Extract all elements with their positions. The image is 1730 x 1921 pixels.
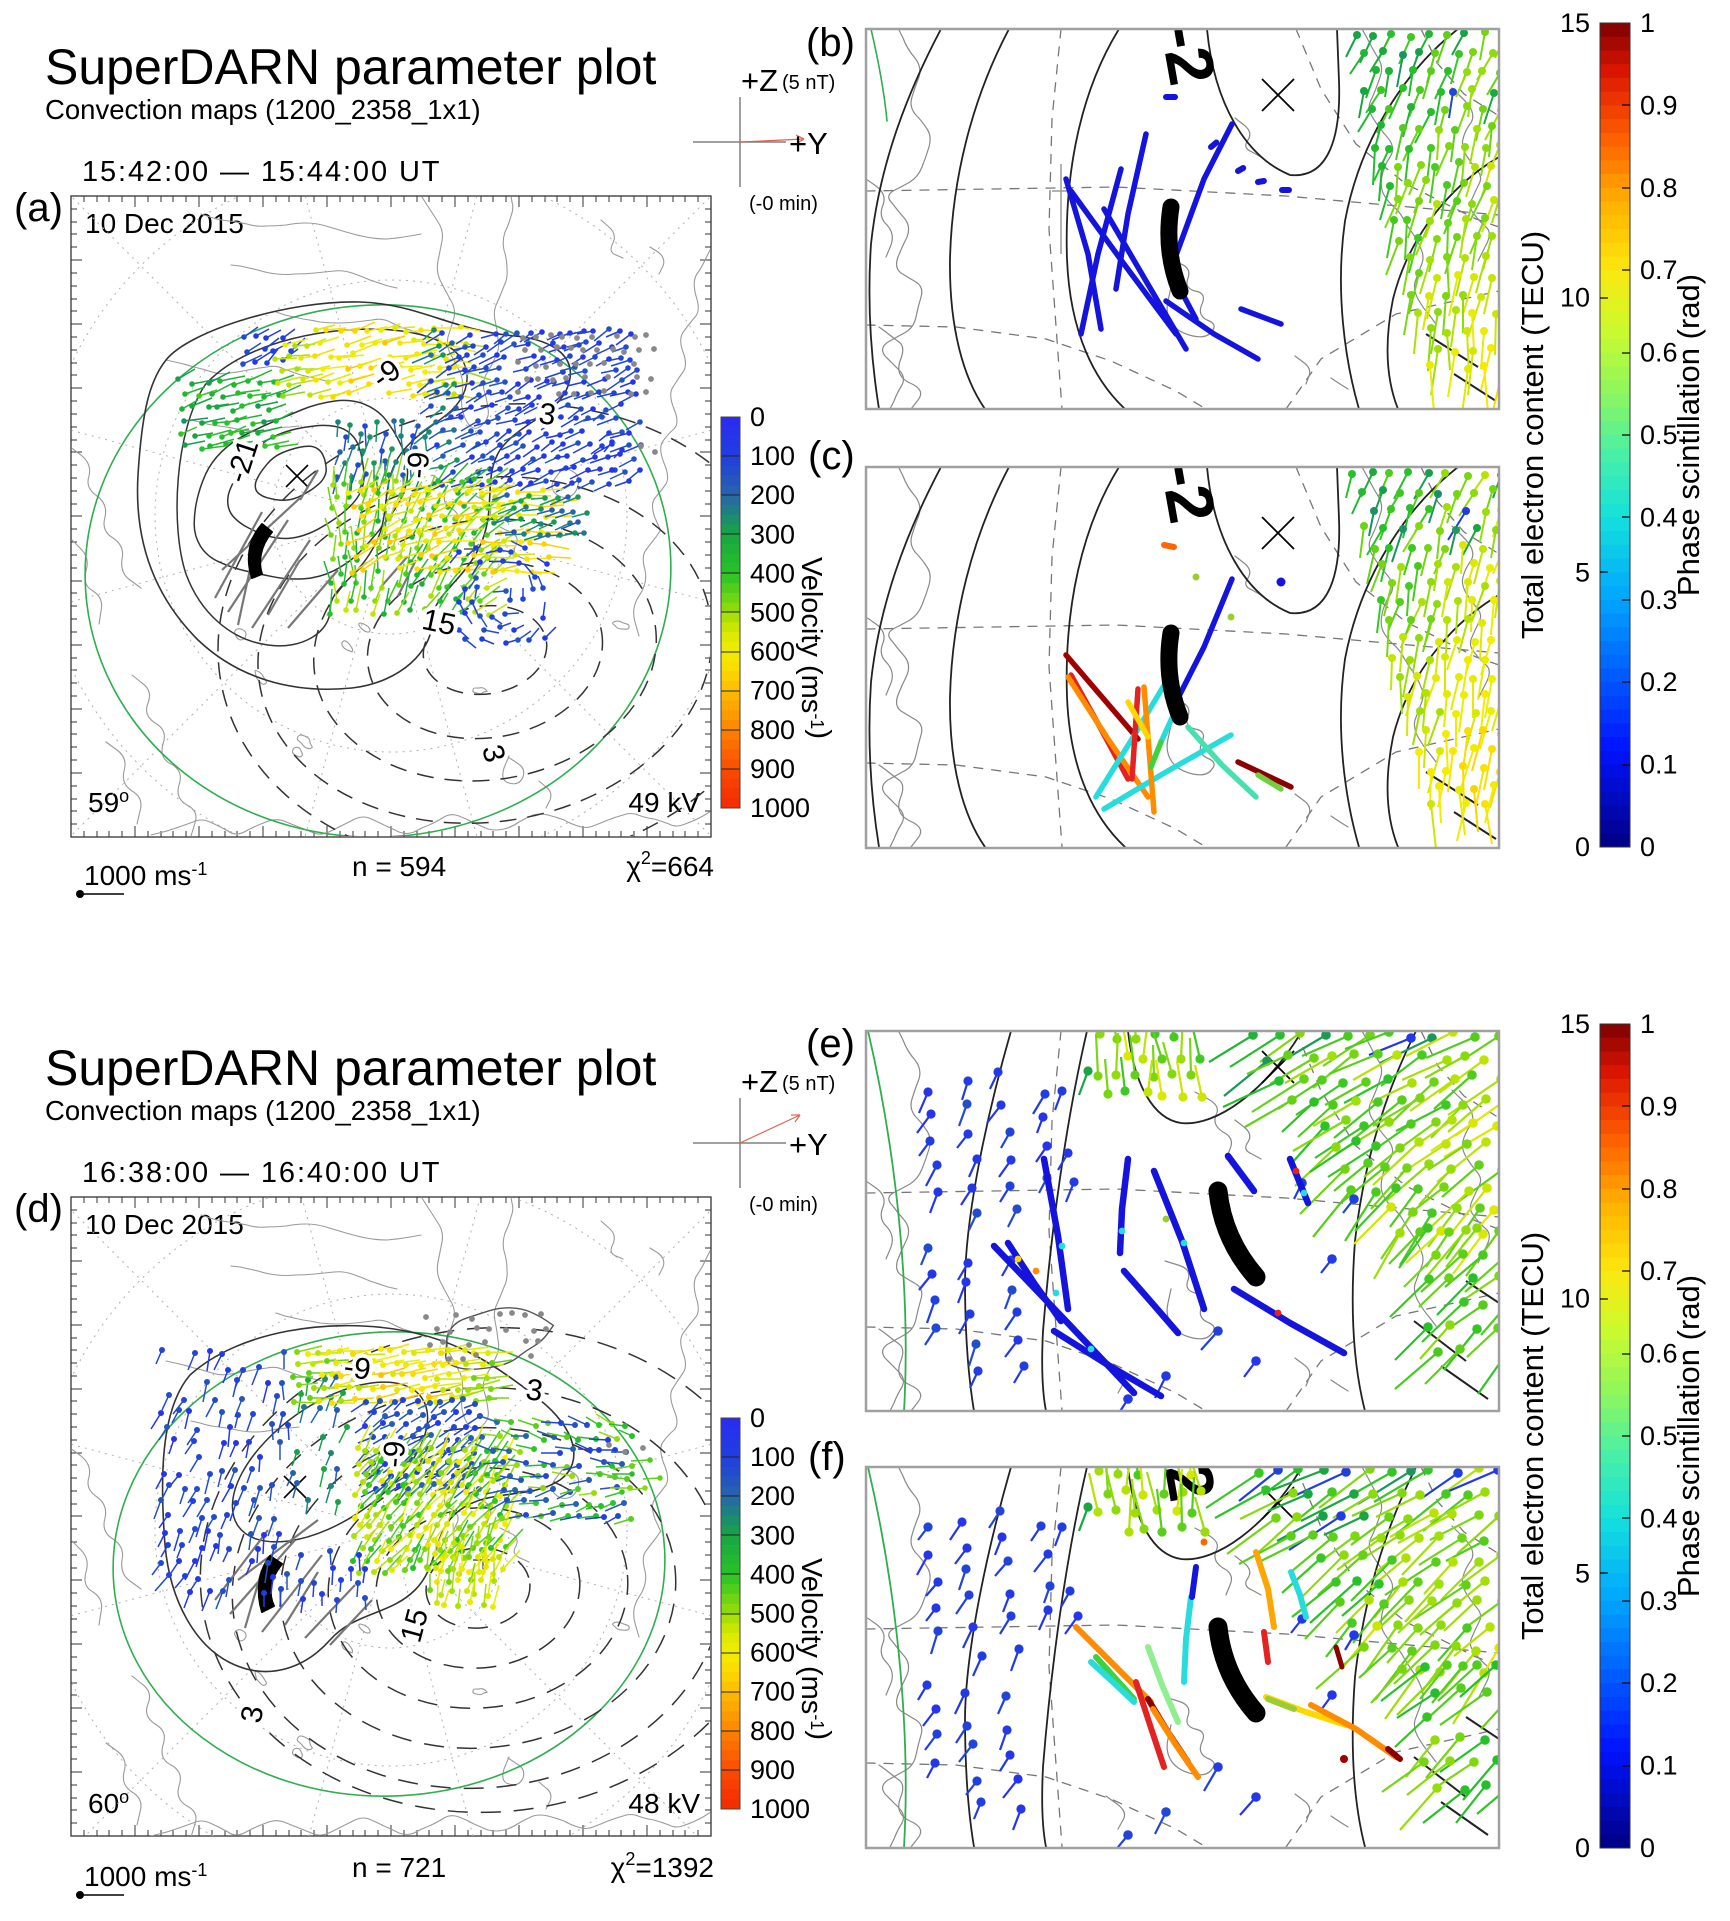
- svg-text:Phase scintillation (rad): Phase scintillation (rad): [1671, 1275, 1706, 1597]
- svg-text:n = 594: n = 594: [352, 851, 446, 882]
- svg-text:0: 0: [1640, 832, 1655, 862]
- svg-text:-9: -9: [377, 1439, 412, 1468]
- svg-text:Convection maps (1200_2358_1x1: Convection maps (1200_2358_1x1): [45, 94, 481, 125]
- svg-text:SuperDARN parameter plot: SuperDARN parameter plot: [45, 39, 656, 95]
- svg-text:15: 15: [1560, 1009, 1590, 1039]
- svg-text:1000: 1000: [750, 1794, 810, 1824]
- svg-text:5: 5: [1575, 1558, 1590, 1588]
- svg-text:Total electron content (TECU): Total electron content (TECU): [1515, 231, 1550, 639]
- svg-text:n = 721: n = 721: [352, 1852, 446, 1883]
- svg-text:-9: -9: [342, 1350, 373, 1386]
- svg-text:15: 15: [419, 603, 459, 642]
- svg-text:10: 10: [1560, 1284, 1590, 1314]
- svg-text:(-0 min): (-0 min): [749, 193, 818, 215]
- svg-text:0: 0: [1575, 832, 1590, 862]
- svg-text:Phase scintillation (rad): Phase scintillation (rad): [1671, 274, 1706, 596]
- svg-text:0.6: 0.6: [1640, 1339, 1678, 1369]
- svg-text:0: 0: [750, 1403, 765, 1433]
- svg-text:0.4: 0.4: [1640, 502, 1678, 532]
- svg-text:100: 100: [750, 441, 795, 471]
- svg-text:500: 500: [750, 598, 795, 628]
- svg-text:(d): (d): [14, 1187, 63, 1231]
- svg-text:10 Dec 2015: 10 Dec 2015: [85, 208, 244, 239]
- svg-text:0.4: 0.4: [1640, 1503, 1678, 1533]
- svg-text:0: 0: [1640, 1833, 1655, 1863]
- svg-text:10 Dec 2015: 10 Dec 2015: [85, 1209, 244, 1240]
- svg-text:0.1: 0.1: [1640, 750, 1678, 780]
- svg-text:SuperDARN parameter plot: SuperDARN parameter plot: [45, 1040, 656, 1096]
- svg-text:900: 900: [750, 754, 795, 784]
- svg-text:0.8: 0.8: [1640, 1174, 1678, 1204]
- svg-text:16:38:00 — 16:40:00 UT: 16:38:00 — 16:40:00 UT: [82, 1157, 441, 1189]
- svg-text:χ2=664: χ2=664: [626, 848, 714, 882]
- svg-text:+Z: +Z: [741, 63, 778, 98]
- svg-text:+Y: +Y: [789, 126, 828, 161]
- svg-text:600: 600: [750, 637, 795, 667]
- svg-text:Total electron content (TECU): Total electron content (TECU): [1515, 1232, 1550, 1640]
- svg-text:200: 200: [750, 480, 795, 510]
- svg-text:400: 400: [750, 558, 795, 588]
- svg-text:700: 700: [750, 1677, 795, 1707]
- svg-text:(-0 min): (-0 min): [749, 1194, 818, 1216]
- svg-text:0: 0: [1575, 1833, 1590, 1863]
- svg-text:700: 700: [750, 676, 795, 706]
- svg-text:-9: -9: [401, 450, 436, 479]
- svg-text:Convection maps (1200_2358_1x1: Convection maps (1200_2358_1x1): [45, 1095, 481, 1126]
- svg-text:300: 300: [750, 1520, 795, 1550]
- svg-text:0.7: 0.7: [1640, 255, 1678, 285]
- svg-text:0.5: 0.5: [1640, 1421, 1678, 1451]
- svg-text:500: 500: [750, 1599, 795, 1629]
- svg-text:0.8: 0.8: [1640, 173, 1678, 203]
- svg-text:0.1: 0.1: [1640, 1751, 1678, 1781]
- svg-text:200: 200: [750, 1481, 795, 1511]
- svg-text:10: 10: [1560, 283, 1590, 313]
- svg-text:5: 5: [1575, 557, 1590, 587]
- svg-text:0.7: 0.7: [1640, 1256, 1678, 1286]
- svg-text:0.9: 0.9: [1640, 1091, 1678, 1121]
- svg-text:(b): (b): [806, 21, 855, 65]
- svg-text:600: 600: [750, 1638, 795, 1668]
- svg-text:0.2: 0.2: [1640, 667, 1678, 697]
- svg-text:0.6: 0.6: [1640, 338, 1678, 368]
- svg-text:(a): (a): [14, 186, 63, 230]
- svg-text:+Z: +Z: [741, 1064, 778, 1099]
- svg-text:0.5: 0.5: [1640, 420, 1678, 450]
- svg-text:+Y: +Y: [789, 1127, 828, 1162]
- svg-text:1000: 1000: [750, 793, 810, 823]
- svg-text:0.9: 0.9: [1640, 90, 1678, 120]
- svg-text:0.2: 0.2: [1640, 1668, 1678, 1698]
- svg-text:(5 nT): (5 nT): [782, 72, 835, 94]
- svg-text:1000 ms-1: 1000 ms-1: [84, 859, 207, 891]
- svg-text:800: 800: [750, 1716, 795, 1746]
- svg-text:49 kV: 49 kV: [628, 787, 700, 818]
- svg-text:(c): (c): [808, 434, 855, 478]
- svg-text:15: 15: [1560, 8, 1590, 38]
- svg-text:(e): (e): [806, 1022, 855, 1066]
- svg-text:1: 1: [1640, 1009, 1655, 1039]
- svg-text:800: 800: [750, 715, 795, 745]
- svg-text:1: 1: [1640, 8, 1655, 38]
- svg-text:400: 400: [750, 1559, 795, 1589]
- svg-text:900: 900: [750, 1755, 795, 1785]
- svg-text:100: 100: [750, 1442, 795, 1472]
- svg-text:0.3: 0.3: [1640, 1586, 1678, 1616]
- svg-text:300: 300: [750, 519, 795, 549]
- svg-text:15:42:00 — 15:44:00 UT: 15:42:00 — 15:44:00 UT: [82, 156, 441, 188]
- svg-text:(5 nT): (5 nT): [782, 1073, 835, 1095]
- svg-text:0: 0: [750, 402, 765, 432]
- svg-text:(f): (f): [808, 1435, 846, 1479]
- svg-text:1000 ms-1: 1000 ms-1: [84, 1860, 207, 1892]
- svg-text:0.3: 0.3: [1640, 585, 1678, 615]
